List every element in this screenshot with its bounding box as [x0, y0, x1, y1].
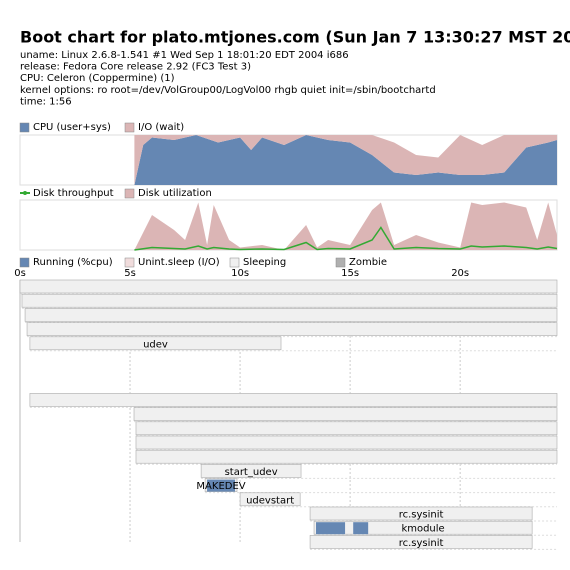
process-bar — [135, 435, 558, 450]
info-line: time: 1:56 — [20, 96, 72, 107]
process-bar — [313, 520, 533, 535]
x-tick-label: 15s — [341, 268, 359, 279]
process-bar — [24, 308, 558, 322]
process-bar — [135, 421, 558, 436]
process-label: rc.sysinit — [399, 510, 444, 521]
process-bar — [309, 506, 533, 521]
x-tick-label: 0s — [14, 268, 26, 279]
legend-swatch — [19, 257, 30, 268]
process-label: MAKEDEV — [196, 481, 245, 492]
x-tick-label: 10s — [231, 268, 249, 279]
process-bar — [19, 279, 558, 294]
process-bar — [239, 492, 301, 507]
legend-swatch — [124, 188, 135, 199]
x-tick-label: 5s — [124, 268, 136, 279]
legend-swatch — [124, 122, 135, 133]
process-bar — [21, 293, 558, 308]
process-label: rc.sysinit — [399, 538, 444, 549]
info-line: uname: Linux 2.6.8-1.541 #1 Wed Sep 1 18… — [20, 50, 349, 61]
process-bar — [200, 464, 302, 478]
legend-label: Sleeping — [243, 257, 286, 268]
line — [134, 226, 558, 251]
legend-label: Disk utilization — [138, 188, 212, 199]
running-segment — [207, 479, 236, 492]
area — [134, 202, 557, 250]
process-label: start_udev — [225, 467, 278, 478]
legend-swatch — [229, 257, 240, 268]
process-bar — [29, 336, 282, 351]
running-segment — [316, 522, 346, 535]
x-tick-label: 20s — [451, 268, 469, 279]
chart-title: Boot chart for plato.mtjones.com (Sun Ja… — [20, 28, 570, 47]
process-bar — [133, 407, 558, 421]
legend-label: Disk throughput — [33, 188, 114, 199]
legend-label: Unint.sleep (I/O) — [138, 257, 220, 268]
area — [134, 135, 557, 185]
legend-swatch — [23, 191, 27, 195]
info-line: kernel options: ro root=/dev/VolGroup00/… — [20, 85, 436, 96]
legend-swatch — [19, 122, 30, 133]
process-bar — [135, 449, 558, 464]
info-line: release: Fedora Core release 2.92 (FC3 T… — [20, 62, 251, 73]
process-label: kmodule — [401, 524, 444, 535]
legend-label: I/O (wait) — [138, 122, 184, 133]
process-bar — [26, 322, 558, 336]
process-label: udevstart — [246, 495, 294, 506]
legend-label: CPU (user+sys) — [33, 122, 111, 133]
legend-swatch — [124, 257, 135, 268]
info-line: CPU: Celeron (Coppermine) (1) — [20, 73, 175, 84]
process-label: udev — [143, 339, 168, 350]
area — [134, 135, 557, 185]
process-bar — [309, 535, 533, 549]
legend-label: Running (%cpu) — [33, 257, 113, 268]
legend-label: Zombie — [349, 257, 387, 268]
process-bar — [29, 393, 558, 407]
legend-swatch — [335, 257, 346, 268]
running-segment — [353, 522, 369, 535]
